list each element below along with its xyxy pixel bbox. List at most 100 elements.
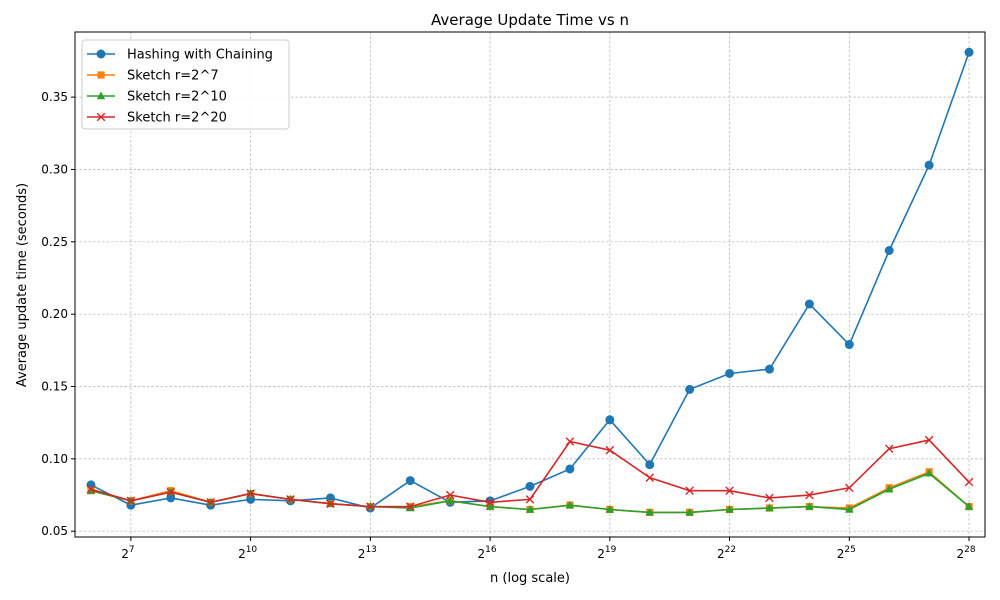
x-tick-label: 27 [121, 545, 134, 561]
data-point [924, 160, 934, 170]
data-point [805, 490, 814, 500]
data-point [765, 493, 774, 503]
data-point [645, 473, 655, 482]
y-tick-label: 0.25 [41, 235, 68, 249]
chart-title: Average Update Time vs n [431, 11, 629, 29]
legend-marker [96, 49, 106, 59]
x-tick-base: 2 [956, 547, 964, 561]
legend: Hashing with Chaining Sketch r=2^7 Sketch … [81, 39, 290, 130]
data-point [645, 507, 654, 516]
series-group [86, 47, 974, 517]
data-point [166, 487, 176, 497]
y-axis-label: Average update time (seconds) [15, 183, 30, 387]
plot-frame [74, 31, 986, 538]
data-point [765, 503, 774, 512]
y-tick-label: 0.20 [41, 307, 68, 321]
x-tick-label: 210 [238, 545, 257, 561]
legend-marker [97, 71, 105, 79]
data-point [405, 502, 415, 511]
data-point [525, 495, 535, 504]
data-point [964, 47, 974, 57]
data-point [884, 245, 894, 255]
series-line [90, 439, 970, 508]
data-point [565, 437, 575, 446]
x-tick-base: 2 [717, 547, 725, 561]
grid-lines [75, 32, 985, 537]
data-point [485, 497, 495, 507]
x-tick-label: 225 [837, 545, 856, 561]
data-point [844, 340, 854, 350]
data-point [685, 507, 694, 516]
x-axis-label: n (log scale) [490, 571, 570, 586]
data-point [964, 502, 974, 510]
data-point [605, 505, 615, 513]
data-point [645, 460, 655, 470]
x-tick-exponent: 28 [964, 545, 976, 555]
x-tick-exponent: 16 [485, 545, 497, 555]
data-point [764, 364, 774, 374]
legend-item: Sketch r=2^7 [87, 69, 219, 84]
data-point [366, 502, 375, 511]
legend-marker [96, 91, 106, 100]
data-point [685, 384, 695, 394]
x-tick-base: 2 [358, 547, 366, 561]
x-tick-exponent: 10 [246, 545, 258, 555]
x-tick-exponent: 19 [605, 545, 617, 555]
x-tick-label: 222 [717, 545, 736, 561]
legend-label: Hashing with Chaining [127, 48, 273, 63]
y-tick-label: 0.15 [41, 380, 68, 394]
y-tick-label: 0.30 [41, 162, 68, 176]
data-point [405, 476, 415, 486]
x-axis-ticks: 27 210 213 216 219 222 225 228 [121, 537, 976, 561]
data-point [605, 445, 615, 455]
x-tick-base: 2 [121, 547, 129, 561]
x-tick-label: 228 [956, 545, 975, 561]
x-tick-base: 2 [837, 547, 845, 561]
data-point [565, 464, 575, 474]
data-point [445, 490, 455, 500]
data-point [565, 500, 575, 509]
data-point [86, 484, 96, 494]
data-point [286, 495, 295, 504]
legend-label: Sketch r=2^10 [127, 90, 227, 105]
data-point [525, 505, 535, 513]
data-point [326, 499, 335, 509]
legend-marker [96, 112, 106, 122]
y-tick-label: 0.35 [41, 90, 68, 104]
data-point [246, 489, 255, 498]
legend-item: Sketch r=2^10 [87, 90, 227, 105]
x-tick-exponent: 7 [129, 545, 135, 555]
series-circle [86, 47, 974, 513]
x-tick-label: 216 [478, 545, 497, 561]
legend-label: Sketch r=2^7 [127, 69, 219, 84]
legend-item: Hashing with Chaining [87, 48, 273, 63]
x-tick-label: 213 [358, 545, 377, 561]
data-point [206, 497, 215, 507]
data-point [885, 484, 894, 493]
data-point [525, 481, 535, 491]
data-point [725, 486, 734, 495]
data-point [126, 496, 136, 506]
x-tick-base: 2 [478, 547, 486, 561]
data-point [884, 444, 894, 454]
data-point [964, 477, 974, 487]
series-x [86, 435, 974, 511]
data-point [924, 435, 934, 445]
x-tick-exponent: 13 [365, 545, 376, 555]
x-tick-label: 219 [597, 545, 616, 561]
x-tick-exponent: 25 [844, 545, 855, 555]
data-point [605, 415, 615, 425]
data-point [805, 502, 814, 510]
data-point [445, 496, 455, 505]
x-tick-base: 2 [238, 547, 246, 561]
legend-box [81, 39, 290, 130]
legend-item: Sketch r=2^20 [87, 111, 227, 126]
data-point [845, 505, 854, 513]
data-point [804, 299, 814, 309]
y-tick-label: 0.10 [41, 452, 68, 466]
data-point [845, 483, 854, 493]
legend-label: Sketch r=2^20 [127, 111, 227, 126]
data-point [924, 468, 934, 477]
data-point [725, 505, 734, 513]
